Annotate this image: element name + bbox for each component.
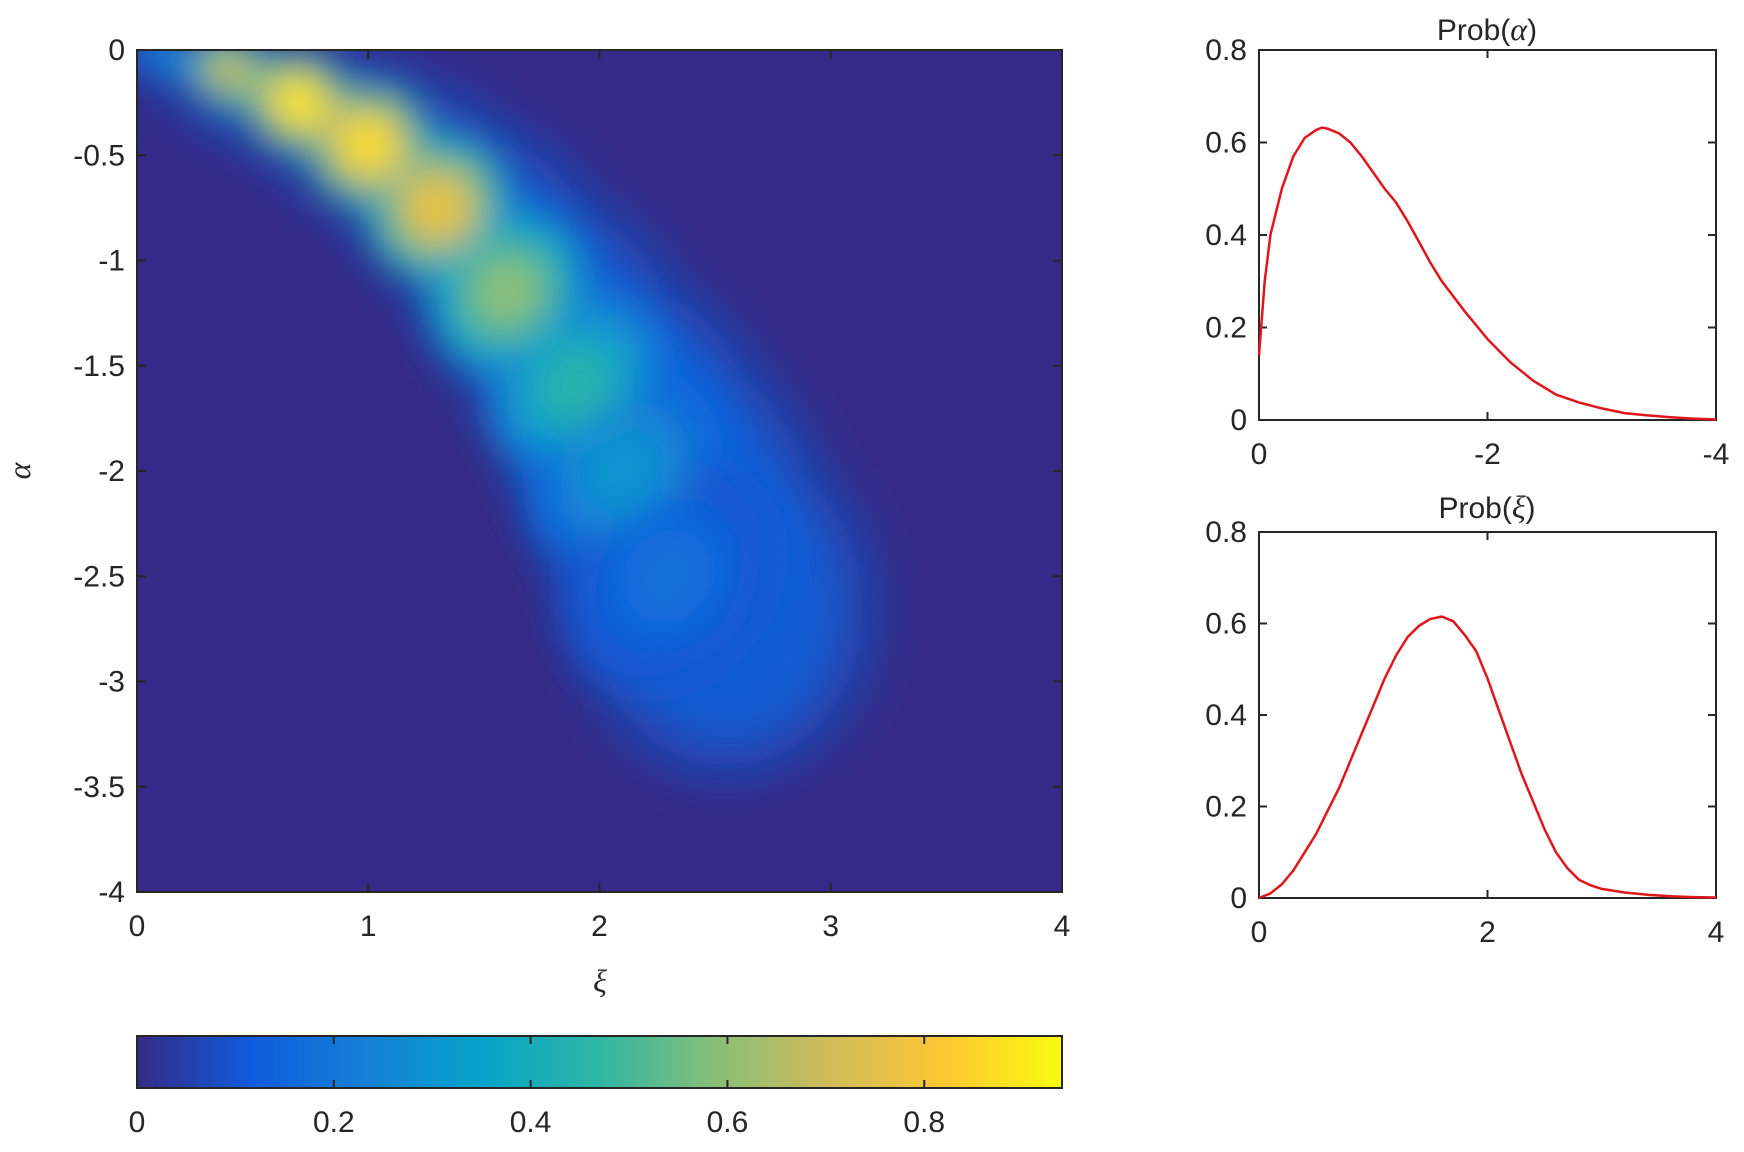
prob-xi-x-tick-label: 0 — [1251, 916, 1268, 949]
prob-alpha-panel: Prob(α) 0 -2 -4 0 0.2 0.4 0.6 0.8 — [1205, 11, 1729, 471]
density-cell — [142, 50, 178, 71]
prob-xi-axes: 0 2 4 0 0.2 0.4 0.6 0.8 — [1205, 516, 1724, 949]
prob-alpha-title: Prob(α) — [1437, 11, 1537, 47]
heatmap-y-tick-label: -3.5 — [73, 771, 125, 804]
prob-xi-y-tick-label: 0.6 — [1205, 608, 1247, 641]
colorbar-gradient — [136, 1035, 1063, 1089]
heatmap-panel: 0 1 2 3 4 0 -0.5 -1 -1.5 -2 -2.5 -3 -3.5 -4 ξ α — [1, 34, 1071, 999]
prob-xi-x-tick-label: 2 — [1479, 916, 1496, 949]
density-cell — [539, 348, 614, 426]
heatmap-x-axis: 0 1 2 3 4 — [129, 50, 1071, 943]
colorbar-tick-label: 0 — [129, 1106, 146, 1139]
heatmap-x-label: ξ — [593, 963, 607, 999]
density-cell — [274, 79, 323, 127]
colorbar-axis: 0 0.2 0.4 0.6 0.8 — [129, 1036, 945, 1139]
prob-alpha-x-tick-label: 0 — [1251, 438, 1268, 471]
heatmap-x-tick-label: 0 — [129, 910, 146, 943]
prob-xi-x-tick-label: 4 — [1708, 916, 1725, 949]
heatmap-y-tick-label: -4 — [98, 876, 125, 909]
heatmap-y-tick-label: -2 — [98, 455, 125, 488]
heatmap-x-tick-label: 2 — [591, 910, 608, 943]
heatmap-y-axis: 0 -0.5 -1 -1.5 -2 -2.5 -3 -3.5 -4 — [73, 34, 1062, 909]
heatmap-y-tick-label: -1.5 — [73, 350, 125, 383]
density-cell — [625, 530, 713, 623]
prob-alpha-y-tick-label: 0 — [1230, 404, 1247, 437]
heatmap-x-tick-label: 4 — [1054, 910, 1071, 943]
colorbar-tick-label: 0.8 — [903, 1106, 945, 1139]
prob-alpha-frame — [1258, 49, 1717, 421]
heatmap-x-tick-label: 1 — [360, 910, 377, 943]
prob-xi-y-tick-label: 0.4 — [1205, 699, 1247, 732]
density-field — [137, 50, 863, 766]
prob-alpha-y-tick-label: 0.6 — [1205, 127, 1247, 160]
colorbar-tick-label: 0.2 — [313, 1106, 355, 1139]
prob-xi-y-tick-label: 0 — [1230, 882, 1247, 915]
colorbar-tick-label: 0.4 — [510, 1106, 552, 1139]
heatmap-y-label: α — [1, 461, 37, 479]
prob-alpha-axes: 0 -2 -4 0 0.2 0.4 0.6 0.8 — [1205, 34, 1729, 471]
prob-xi-y-tick-label: 0.2 — [1205, 791, 1247, 824]
density-cell — [407, 177, 469, 239]
prob-xi-panel: Prob(ξ) 0 2 4 0 0.2 0.4 0.6 0.8 — [1205, 489, 1724, 949]
heatmap-y-tick-label: -0.5 — [73, 139, 125, 172]
prob-alpha-y-tick-label: 0.4 — [1205, 219, 1247, 252]
density-cell — [340, 117, 396, 172]
heatmap-y-tick-label: 0 — [108, 34, 125, 67]
prob-alpha-x-tick-label: -2 — [1474, 438, 1501, 471]
prob-alpha-curve — [1257, 126, 1717, 421]
density-core — [137, 50, 777, 692]
prob-alpha-x-tick-label: -4 — [1703, 438, 1730, 471]
density-cell — [473, 257, 541, 327]
prob-alpha-y-tick-label: 0.8 — [1205, 34, 1247, 67]
colorbar-tick-label: 0.6 — [707, 1106, 749, 1139]
prob-xi-title: Prob(ξ) — [1438, 489, 1535, 525]
prob-xi-curve — [1258, 615, 1717, 900]
heatmap-x-tick-label: 3 — [822, 910, 839, 943]
prob-alpha-y-tick-label: 0.2 — [1205, 312, 1247, 345]
prob-xi-frame — [1258, 531, 1717, 899]
prob-xi-y-tick-label: 0.8 — [1205, 516, 1247, 549]
heatmap-y-tick-label: -1 — [98, 245, 125, 278]
colorbar: 0 0.2 0.4 0.6 0.8 — [129, 1035, 1063, 1139]
heatmap-y-tick-label: -2.5 — [73, 560, 125, 593]
heatmap-y-tick-label: -3 — [98, 666, 125, 699]
density-cell — [582, 428, 664, 514]
density-cell — [208, 51, 251, 91]
